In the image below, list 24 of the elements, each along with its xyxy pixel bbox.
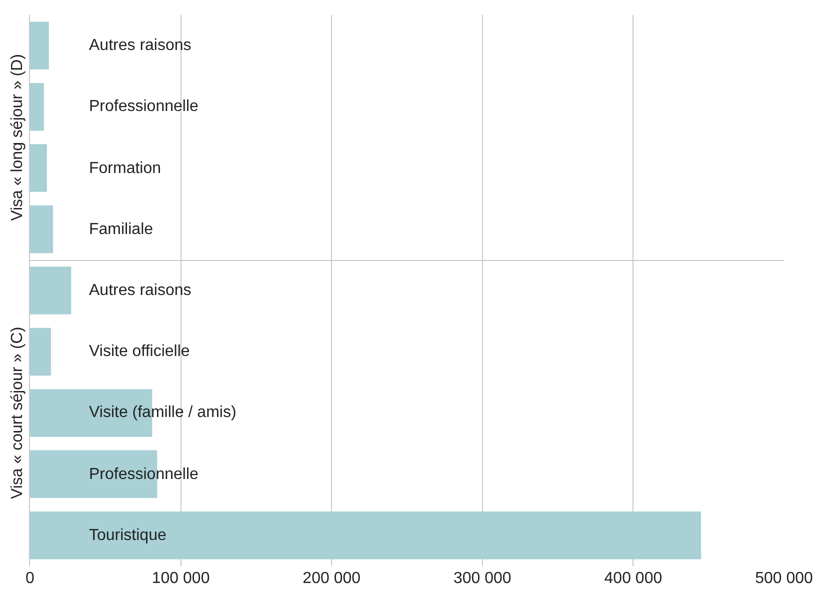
- bar: [30, 82, 44, 131]
- x-tick-label: 200 000: [302, 570, 361, 587]
- bar: [30, 205, 54, 254]
- category-label: Formation: [89, 160, 162, 177]
- x-tick-label: 500 000: [755, 570, 814, 587]
- x-tick-label: 100 000: [152, 570, 210, 587]
- y-axis-title: Visa « long séjour » (D): [8, 54, 26, 221]
- category-label: Autres raisons: [89, 282, 192, 299]
- bar: [30, 266, 72, 314]
- category-label: Autres raisons: [89, 37, 192, 54]
- x-tick-label: 300 000: [453, 570, 512, 587]
- category-label: Professionnelle: [89, 466, 198, 483]
- bar: [30, 144, 47, 192]
- y-axis-title: Visa « court séjour » (C): [8, 326, 26, 500]
- category-label: Visite (famille / amis): [89, 404, 236, 421]
- bar: [30, 512, 702, 560]
- category-label: Touristique: [89, 527, 166, 544]
- x-tick-label: 400 000: [604, 570, 662, 587]
- bar: [30, 328, 51, 376]
- category-label: Familiale: [89, 221, 154, 238]
- category-label: Professionnelle: [89, 98, 198, 115]
- category-label: Visite officielle: [89, 343, 190, 360]
- x-tick-label: 0: [26, 570, 35, 587]
- bar: [30, 22, 49, 70]
